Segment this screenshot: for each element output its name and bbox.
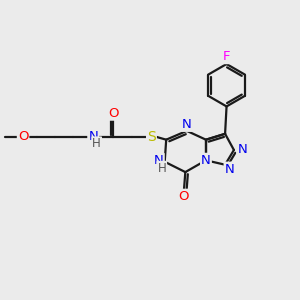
Text: N: N — [237, 143, 247, 157]
Text: N: N — [154, 154, 164, 167]
Text: O: O — [18, 130, 28, 143]
Text: F: F — [223, 50, 230, 63]
Text: N: N — [88, 130, 98, 143]
Text: S: S — [147, 130, 156, 144]
Text: O: O — [178, 190, 189, 203]
Text: O: O — [108, 107, 119, 120]
Text: H: H — [158, 162, 166, 175]
Text: H: H — [92, 137, 101, 150]
Text: N: N — [201, 154, 211, 167]
Text: N: N — [225, 163, 234, 176]
Text: N: N — [182, 118, 192, 131]
